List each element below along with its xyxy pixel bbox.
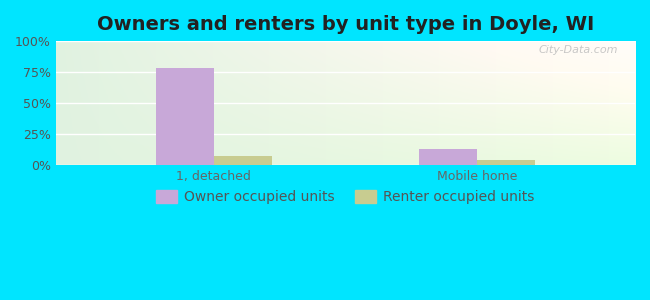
Title: Owners and renters by unit type in Doyle, WI: Owners and renters by unit type in Doyle… bbox=[97, 15, 594, 34]
Text: City-Data.com: City-Data.com bbox=[538, 45, 617, 55]
Bar bbox=[214, 156, 272, 165]
Bar bbox=[156, 68, 214, 165]
Bar bbox=[477, 160, 535, 165]
Legend: Owner occupied units, Renter occupied units: Owner occupied units, Renter occupied un… bbox=[151, 185, 540, 210]
Bar bbox=[419, 149, 477, 165]
